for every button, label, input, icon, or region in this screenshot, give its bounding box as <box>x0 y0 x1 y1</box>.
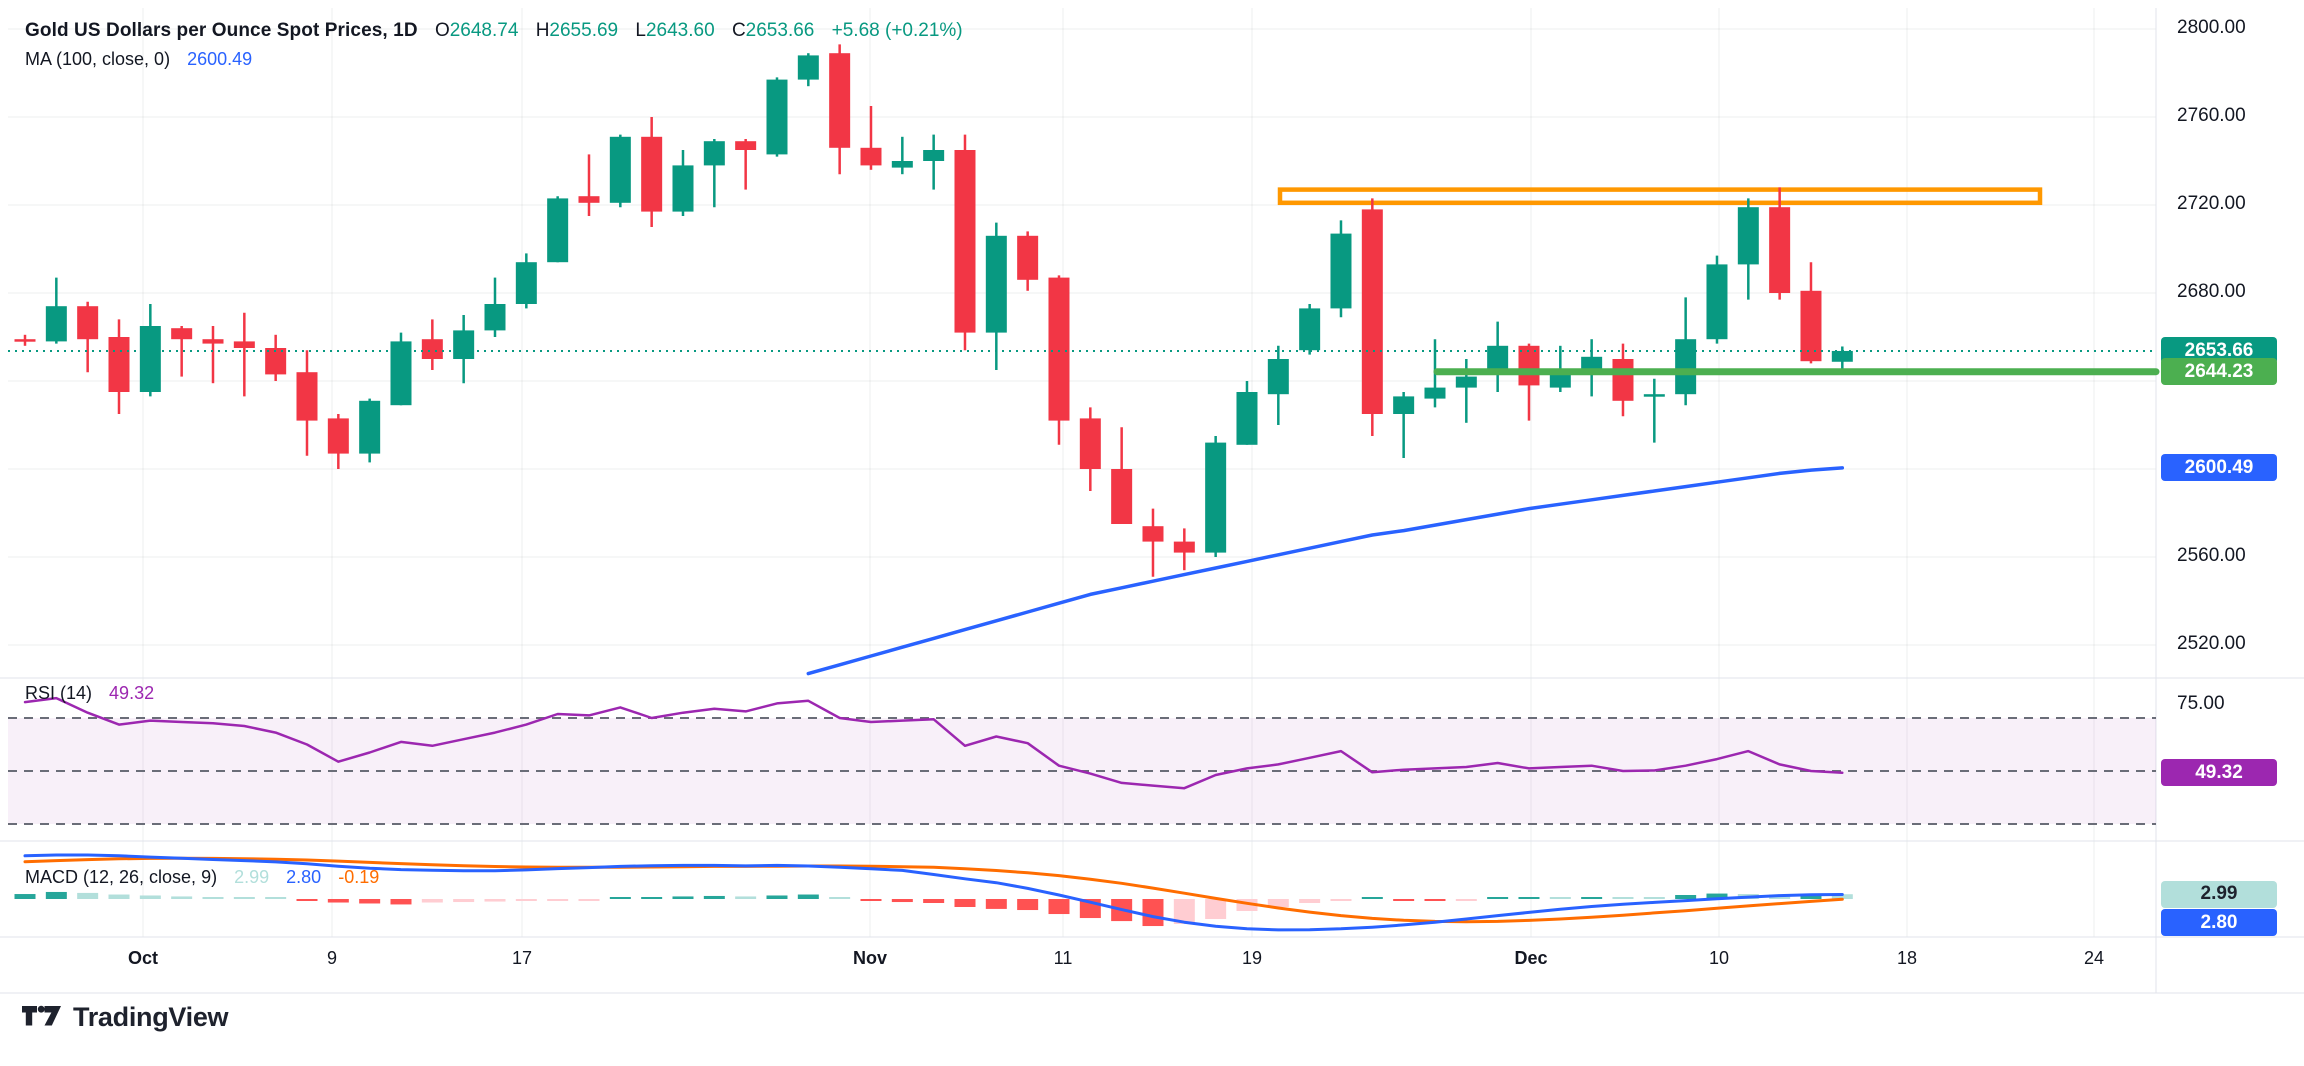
time-tick-label: 19 <box>1241 948 1263 968</box>
time-tick-label: 10 <box>1708 948 1730 968</box>
macd-hist-badge: 2.99 <box>2161 880 2277 908</box>
price-axis[interactable] <box>2157 8 2304 993</box>
close-value: 2653.66 <box>745 20 815 41</box>
price-tick-label: 2800.00 <box>2177 17 2246 38</box>
open-label: O <box>434 20 450 41</box>
tradingview-logo-text: TradingView <box>73 1002 229 1032</box>
price-tick-label: 2760.00 <box>2177 105 2246 126</box>
time-tick-label: 17 <box>511 948 533 968</box>
ma-value: 2600.49 <box>187 49 253 69</box>
tradingview-logo[interactable]: TradingView <box>22 1002 229 1033</box>
macd-line-badge: 2.80 <box>2161 909 2277 937</box>
high-label: H <box>535 20 550 41</box>
price-tick-label: 2680.00 <box>2177 281 2246 302</box>
open-value: 2648.74 <box>449 20 519 41</box>
symbol-status-row: Gold US Dollars per Ounce Spot Prices, 1… <box>25 20 963 42</box>
low-value: 2643.60 <box>645 20 715 41</box>
rsi-tick-label: 75.00 <box>2177 692 2225 714</box>
time-tick-label: 9 <box>326 948 338 968</box>
ma-status-row: MA (100, close, 0) 2600.49 <box>25 49 252 70</box>
tradingview-logo-icon <box>22 1005 61 1026</box>
price-tick-label: 2520.00 <box>2177 633 2246 654</box>
price-tick-label: 2720.00 <box>2177 193 2246 214</box>
macd-signal-value: -0.19 <box>338 867 380 887</box>
price-tick-label: 2560.00 <box>2177 545 2246 566</box>
rsi-label[interactable]: RSI (14) <box>25 683 93 703</box>
time-tick-label: 24 <box>2083 948 2105 968</box>
macd-status-row: MACD (12, 26, close, 9) 2.99 2.80 -0.19 <box>25 867 379 888</box>
rsi-badge: 49.32 <box>2161 759 2277 787</box>
time-tick-label: Dec <box>1514 948 1548 968</box>
time-tick-label: Oct <box>127 948 159 968</box>
macd-hist-value: 2.99 <box>234 867 270 887</box>
close-label: C <box>731 20 746 41</box>
symbol-title[interactable]: Gold US Dollars per Ounce Spot Prices, 1… <box>25 20 418 41</box>
time-tick-label: 18 <box>1896 948 1918 968</box>
rsi-value: 49.32 <box>109 683 155 703</box>
time-tick-label: Nov <box>852 948 888 968</box>
macd-label[interactable]: MACD (12, 26, close, 9) <box>25 867 218 887</box>
price-badge: 2644.23 <box>2161 358 2277 386</box>
high-value: 2655.69 <box>549 20 619 41</box>
price-badge: 2600.49 <box>2161 454 2277 482</box>
time-tick-label: 11 <box>1053 948 1073 968</box>
low-label: L <box>635 20 646 41</box>
ma-label[interactable]: MA (100, close, 0) <box>25 49 171 69</box>
rsi-status-row: RSI (14) 49.32 <box>25 683 154 704</box>
macd-line-value: 2.80 <box>286 867 322 887</box>
change-value: +5.68 (+0.21%) <box>831 20 963 41</box>
